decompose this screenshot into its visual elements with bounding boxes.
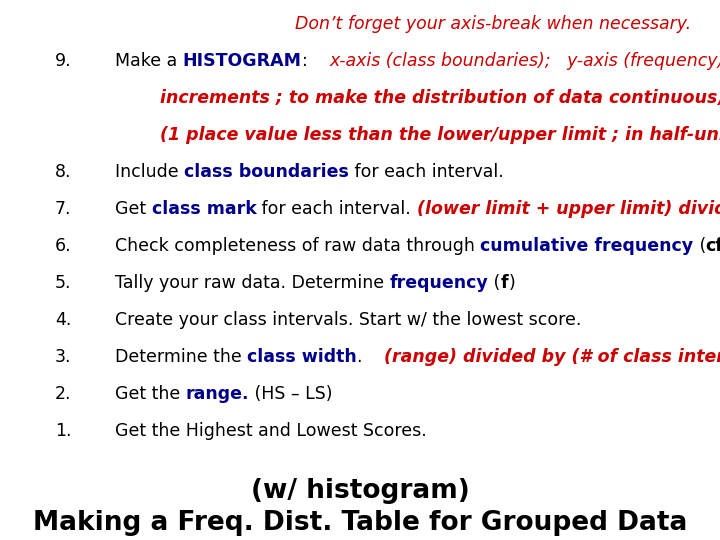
Text: x-axis (class boundaries);   y-axis (frequency): x-axis (class boundaries); y-axis (frequ… [330, 52, 720, 70]
Text: class mark: class mark [152, 200, 256, 218]
Text: cumulative frequency: cumulative frequency [480, 237, 693, 255]
Text: 5.: 5. [55, 274, 71, 292]
Text: Determine the: Determine the [115, 348, 247, 366]
Text: HISTOGRAM: HISTOGRAM [183, 52, 302, 70]
Text: Check completeness of raw data through: Check completeness of raw data through [115, 237, 480, 255]
Text: 6.: 6. [55, 237, 71, 255]
Text: for each interval.: for each interval. [256, 200, 417, 218]
Text: 9.: 9. [55, 52, 71, 70]
Text: class width: class width [247, 348, 357, 366]
Text: Don’t forget your axis-break when necessary.: Don’t forget your axis-break when necess… [295, 15, 691, 33]
Text: (range) divided by (# of class intervals): (range) divided by (# of class intervals… [384, 348, 720, 366]
Text: range.: range. [186, 385, 249, 403]
Text: (w/ histogram): (w/ histogram) [251, 478, 469, 504]
Text: f: f [500, 274, 508, 292]
Text: (: ( [488, 274, 500, 292]
Text: .: . [357, 348, 384, 366]
Text: for each interval.: for each interval. [349, 163, 504, 181]
Text: Make a: Make a [115, 52, 183, 70]
Text: Get the: Get the [115, 385, 186, 403]
Text: 2.: 2. [55, 385, 71, 403]
Text: (lower limit + upper limit) divided by 2: (lower limit + upper limit) divided by 2 [417, 200, 720, 218]
Text: 3.: 3. [55, 348, 71, 366]
Text: Create your class intervals. Start w/ the lowest score.: Create your class intervals. Start w/ th… [115, 311, 581, 329]
Text: 8.: 8. [55, 163, 71, 181]
Text: Include: Include [115, 163, 184, 181]
Text: 1.: 1. [55, 422, 71, 440]
Text: Get: Get [115, 200, 152, 218]
Text: Get the Highest and Lowest Scores.: Get the Highest and Lowest Scores. [115, 422, 427, 440]
Text: (HS – LS): (HS – LS) [249, 385, 333, 403]
Text: ): ) [508, 274, 515, 292]
Text: (1 place value less than the lower/upper limit ; in half-unit: (1 place value less than the lower/upper… [160, 126, 720, 144]
Text: (: ( [693, 237, 706, 255]
Text: cf: cf [706, 237, 720, 255]
Text: increments ; to make the distribution of data continuous): increments ; to make the distribution of… [160, 89, 720, 107]
Text: 4.: 4. [55, 311, 71, 329]
Text: 7.: 7. [55, 200, 71, 218]
Text: Making a Freq. Dist. Table for Grouped Data: Making a Freq. Dist. Table for Grouped D… [33, 510, 687, 536]
Text: class boundaries: class boundaries [184, 163, 349, 181]
Text: Tally your raw data. Determine: Tally your raw data. Determine [115, 274, 390, 292]
Text: frequency: frequency [390, 274, 488, 292]
Text: :: : [302, 52, 330, 70]
